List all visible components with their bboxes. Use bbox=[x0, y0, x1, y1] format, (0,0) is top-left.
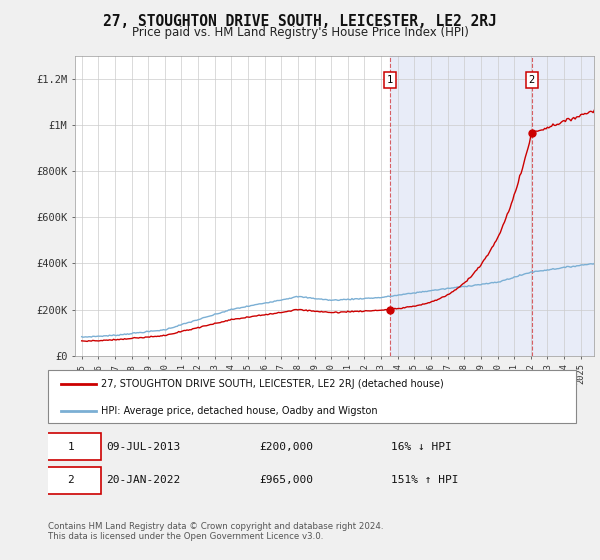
Text: HPI: Average price, detached house, Oadby and Wigston: HPI: Average price, detached house, Oadb… bbox=[101, 406, 377, 416]
Text: 1: 1 bbox=[67, 442, 74, 451]
Text: 16% ↓ HPI: 16% ↓ HPI bbox=[391, 442, 452, 451]
Text: 151% ↑ HPI: 151% ↑ HPI bbox=[391, 475, 459, 485]
FancyBboxPatch shape bbox=[48, 370, 576, 423]
Text: 1: 1 bbox=[386, 75, 393, 85]
Text: 27, STOUGHTON DRIVE SOUTH, LEICESTER, LE2 2RJ: 27, STOUGHTON DRIVE SOUTH, LEICESTER, LE… bbox=[103, 14, 497, 29]
Text: 27, STOUGHTON DRIVE SOUTH, LEICESTER, LE2 2RJ (detached house): 27, STOUGHTON DRIVE SOUTH, LEICESTER, LE… bbox=[101, 380, 443, 390]
Text: £200,000: £200,000 bbox=[259, 442, 313, 451]
FancyBboxPatch shape bbox=[40, 433, 101, 460]
Text: 2: 2 bbox=[529, 75, 535, 85]
Bar bbox=[390, 56, 598, 356]
Text: £965,000: £965,000 bbox=[259, 475, 313, 485]
Text: 20-JAN-2022: 20-JAN-2022 bbox=[106, 475, 181, 485]
Text: 2: 2 bbox=[67, 475, 74, 485]
FancyBboxPatch shape bbox=[40, 466, 101, 494]
Text: Price paid vs. HM Land Registry's House Price Index (HPI): Price paid vs. HM Land Registry's House … bbox=[131, 26, 469, 39]
Text: Contains HM Land Registry data © Crown copyright and database right 2024.
This d: Contains HM Land Registry data © Crown c… bbox=[48, 522, 383, 542]
Text: 09-JUL-2013: 09-JUL-2013 bbox=[106, 442, 181, 451]
